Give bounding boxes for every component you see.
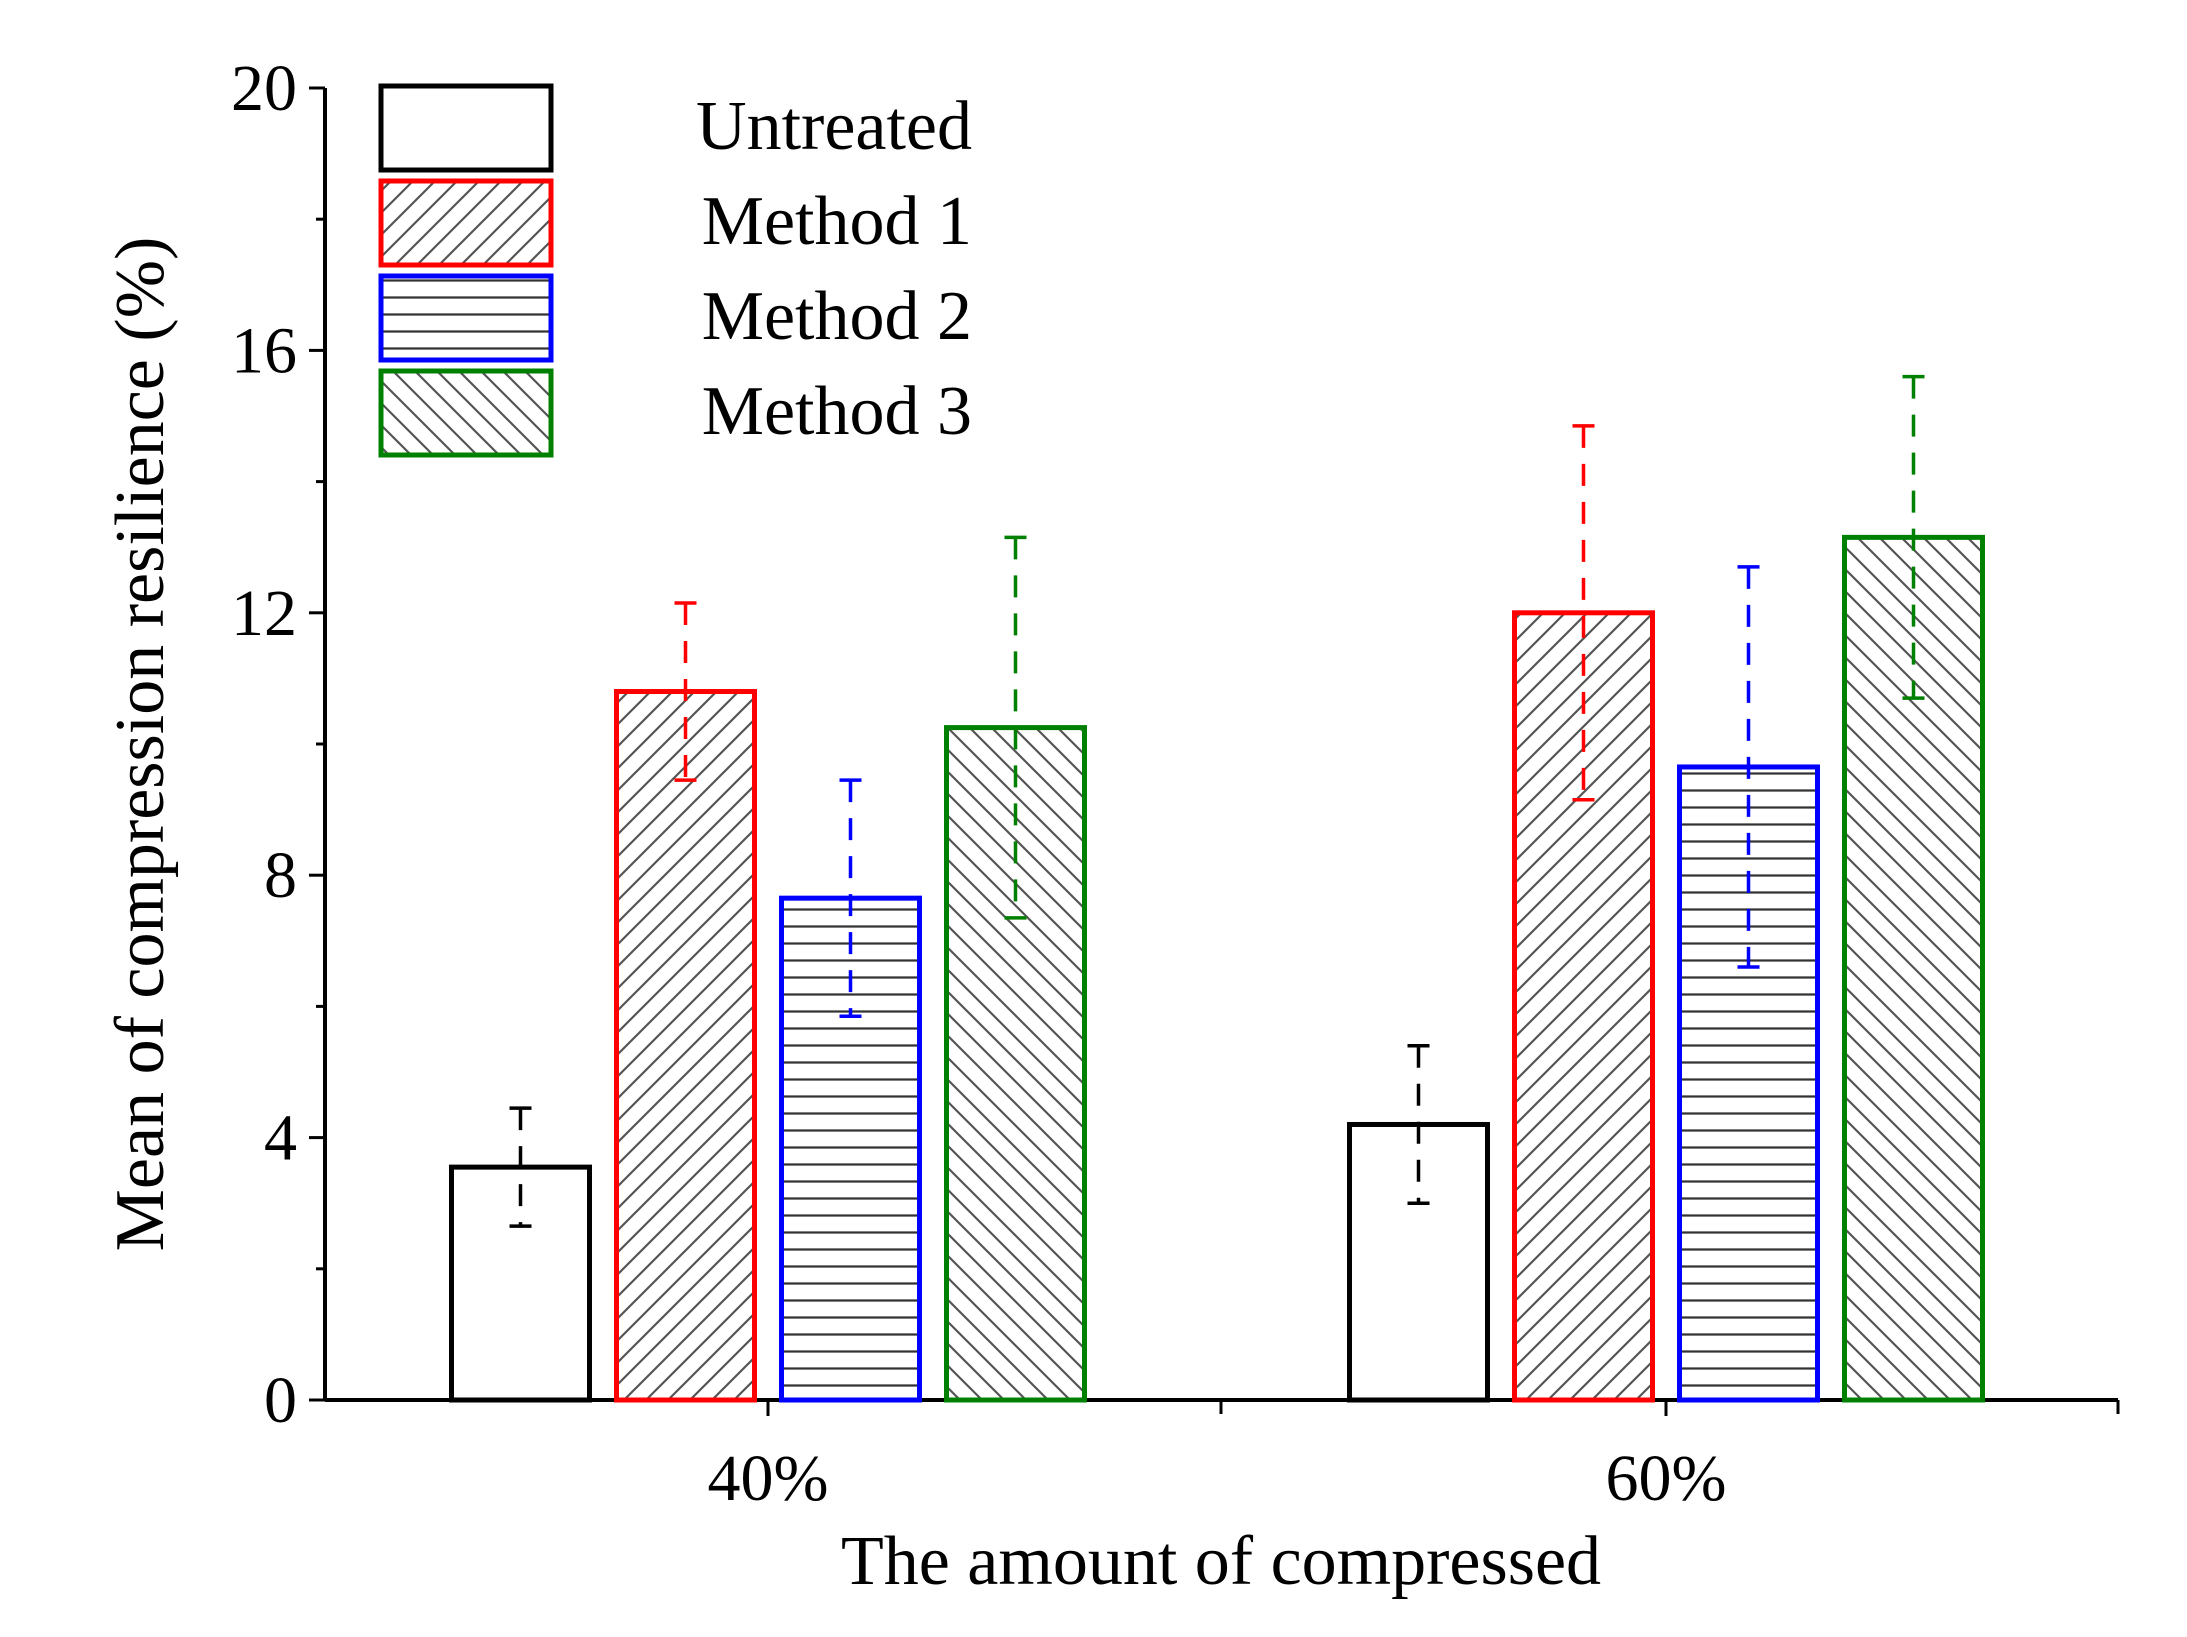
legend-swatch [378, 273, 554, 363]
legend-label: Method 2 [702, 278, 972, 355]
legend-label: Method 3 [702, 373, 972, 450]
error-bars [509, 374, 1925, 1228]
legend-swatch [378, 178, 554, 268]
x-ticks: 40% 60% [708, 1400, 1727, 1515]
legend-label: Untreated [696, 88, 972, 165]
legend-swatch [378, 83, 554, 173]
x-tick-label: 40% [708, 1442, 829, 1515]
y-ticks: 0 4 8 12 16 20 [231, 52, 325, 1437]
bar [944, 725, 1087, 1403]
y-tick-label: 12 [231, 577, 297, 650]
legend-swatch [378, 368, 554, 458]
bar [614, 689, 757, 1403]
bar [1842, 534, 1985, 1403]
y-tick-label: 0 [264, 1364, 297, 1437]
y-tick-label: 8 [264, 839, 297, 912]
bars [449, 534, 1985, 1403]
legend-label: Method 1 [702, 183, 972, 260]
legend: Untreated Method 1 Method 2 Method 3 [378, 83, 972, 458]
y-axis-title: Mean of compression resilience (%) [102, 237, 179, 1252]
x-tick-label: 60% [1606, 1442, 1727, 1515]
y-tick-label: 20 [231, 52, 297, 125]
y-tick-label: 16 [231, 314, 297, 387]
bar [1677, 764, 1820, 1403]
x-axis-title: The amount of compressed [841, 1523, 1601, 1600]
y-tick-label: 4 [264, 1102, 297, 1175]
